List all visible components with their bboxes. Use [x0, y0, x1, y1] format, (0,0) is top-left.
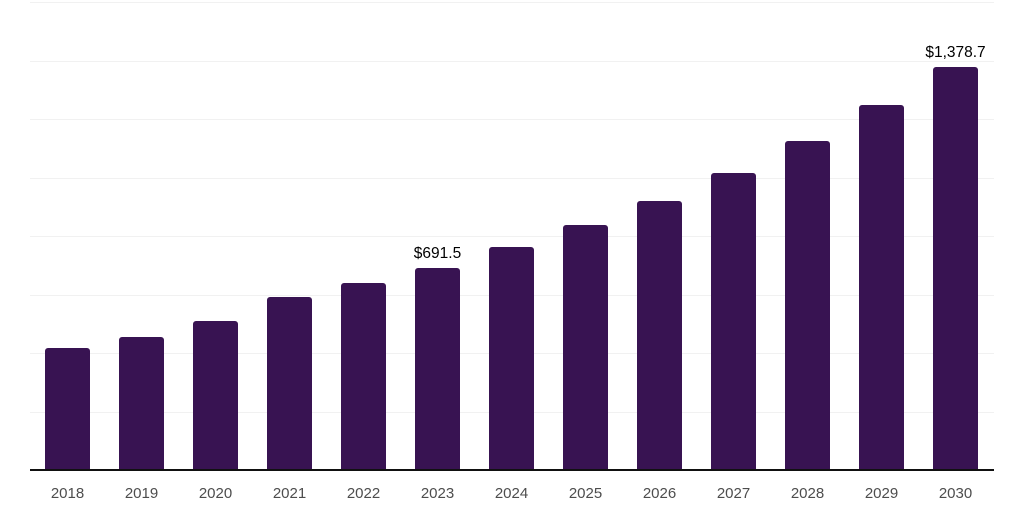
x-label-2024: 2024 [494, 485, 529, 502]
bar-2025[interactable] [563, 224, 608, 470]
x-label-2026: 2026 [642, 485, 677, 502]
x-label-2021: 2021 [272, 485, 307, 502]
gridline [30, 236, 994, 237]
x-label-2019: 2019 [124, 485, 159, 502]
x-label-2023: 2023 [420, 485, 455, 502]
plot-area [30, 2, 994, 470]
x-label-2030: 2030 [938, 485, 973, 502]
bar-2019[interactable] [119, 336, 164, 470]
bar-2027[interactable] [711, 172, 756, 470]
bar-2023[interactable] [415, 267, 460, 470]
value-label-2023: $691.5 [413, 244, 462, 262]
x-label-2025: 2025 [568, 485, 603, 502]
bar-2030[interactable] [933, 66, 978, 470]
bar-2029[interactable] [859, 104, 904, 470]
gridline [30, 119, 994, 120]
gridline [30, 2, 994, 3]
gridline [30, 177, 994, 179]
x-label-2018: 2018 [50, 485, 85, 502]
gridline [30, 60, 994, 62]
x-label-2029: 2029 [864, 485, 899, 502]
value-label-2030: $1,378.7 [925, 43, 986, 61]
bar-2021[interactable] [267, 296, 312, 470]
x-label-2020: 2020 [198, 485, 233, 502]
bar-2022[interactable] [341, 283, 386, 470]
x-axis-line [30, 469, 994, 471]
x-label-2027: 2027 [716, 485, 751, 502]
bar-2026[interactable] [637, 200, 682, 470]
bar-2018[interactable] [45, 348, 90, 470]
bar-2020[interactable] [193, 320, 238, 470]
bar-2024[interactable] [489, 247, 534, 470]
x-label-2022: 2022 [346, 485, 381, 502]
bar-2028[interactable] [785, 140, 830, 470]
x-label-2028: 2028 [790, 485, 825, 502]
